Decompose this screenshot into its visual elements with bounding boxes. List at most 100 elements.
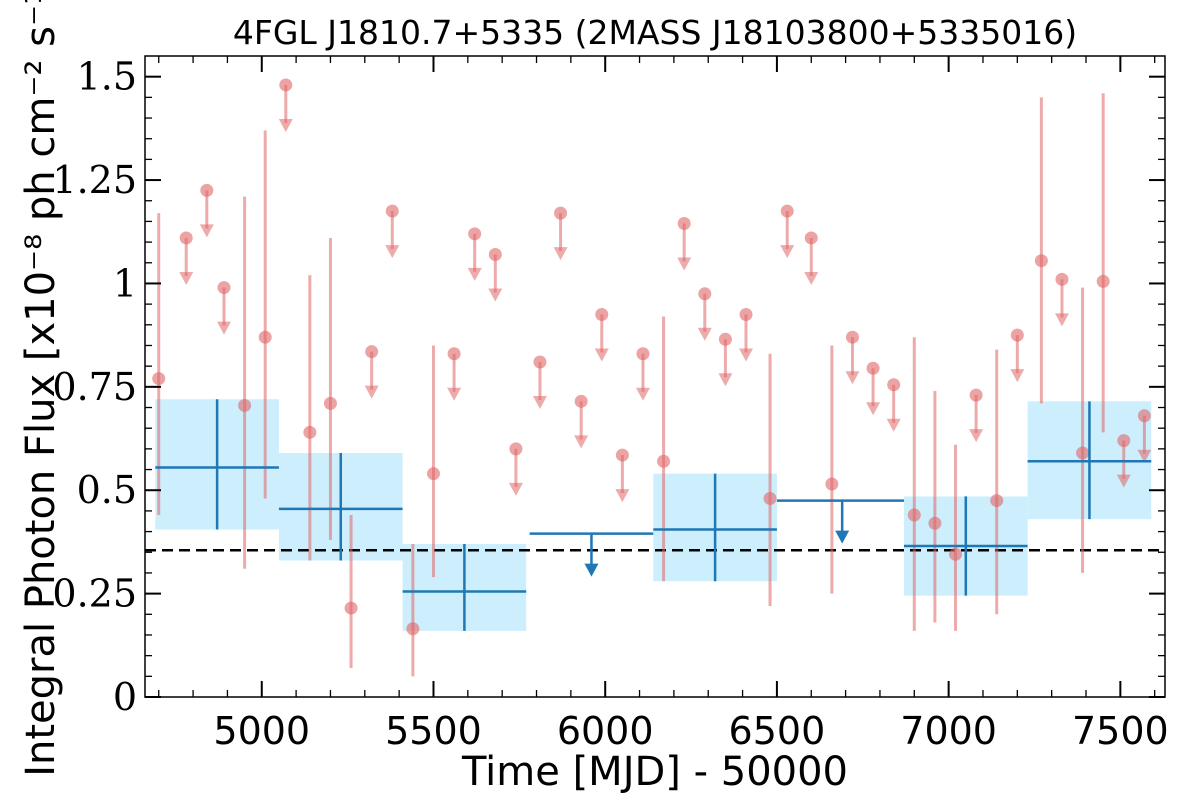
fine-upper-limit-point bbox=[887, 378, 901, 392]
fine-upper-limit-point bbox=[866, 361, 880, 375]
fine-upper-limit-arrow bbox=[635, 387, 650, 401]
fine-upper-limit-arrow bbox=[1054, 313, 1069, 327]
fine-upper-limit-arrow bbox=[179, 271, 194, 285]
fine-upper-limit-point bbox=[365, 345, 379, 359]
y-tick-label: 1.25 bbox=[52, 158, 137, 202]
fine-upper-limit-arrow bbox=[804, 271, 819, 285]
fine-data-point bbox=[1096, 274, 1110, 288]
y-tick-label: 1 bbox=[113, 261, 137, 305]
fine-upper-limit-point bbox=[217, 281, 231, 295]
x-tick-label: 7000 bbox=[900, 709, 997, 753]
fine-data-point bbox=[825, 477, 839, 491]
fine-upper-limit-arrow bbox=[594, 348, 609, 362]
fine-upper-limit-point bbox=[739, 307, 753, 321]
fine-data-point bbox=[406, 622, 420, 636]
fine-upper-limit-arrow bbox=[739, 348, 754, 362]
coarse-upper-limit-arrow bbox=[835, 530, 850, 544]
fine-upper-limit-arrow bbox=[447, 387, 462, 401]
fine-upper-limit-arrow bbox=[488, 288, 503, 302]
fine-upper-limit-arrow bbox=[216, 321, 231, 335]
y-tick-label: 1.5 bbox=[77, 55, 137, 99]
fine-data-point bbox=[907, 508, 921, 522]
fine-upper-limit-arrow bbox=[615, 489, 630, 503]
fine-data-point bbox=[258, 330, 272, 344]
fine-upper-limit-point bbox=[595, 307, 609, 321]
x-tick-label: 6000 bbox=[557, 709, 654, 753]
fine-data-point bbox=[990, 494, 1004, 508]
fine-upper-limit-point bbox=[718, 332, 732, 346]
fine-upper-limit-arrow bbox=[278, 118, 293, 132]
fine-upper-limit-point bbox=[468, 227, 482, 241]
fine-data-point bbox=[344, 601, 358, 615]
fine-upper-limit-point bbox=[554, 206, 568, 220]
fine-upper-limit-point bbox=[845, 330, 859, 344]
fine-data-point bbox=[657, 454, 671, 468]
fine-upper-limit-point bbox=[1010, 328, 1024, 342]
fine-data-point bbox=[152, 372, 166, 386]
fine-upper-limit-arrow bbox=[697, 327, 712, 341]
fine-upper-limit-point bbox=[385, 204, 399, 218]
fine-upper-limit-point bbox=[447, 347, 461, 361]
fine-upper-limit-point bbox=[1137, 409, 1151, 423]
y-tick-label: 0 bbox=[113, 675, 137, 719]
x-tick-label: 7500 bbox=[1072, 709, 1169, 753]
fine-upper-limit-point bbox=[533, 355, 547, 369]
fine-upper-limit-arrow bbox=[677, 257, 692, 271]
fine-upper-limit-arrow bbox=[508, 482, 523, 496]
fine-upper-limit-point bbox=[1055, 272, 1069, 286]
y-axis-label: Integral Photon Flux [x10⁻⁸ ph cm⁻² s⁻¹] bbox=[18, 0, 64, 777]
x-axis-label: Time [MJD] - 50000 bbox=[461, 749, 848, 795]
fine-upper-limit-arrow bbox=[553, 247, 568, 261]
x-tick-label: 5500 bbox=[385, 709, 482, 753]
fine-upper-limit-arrow bbox=[886, 418, 901, 432]
fine-data-point bbox=[928, 516, 942, 530]
fine-upper-limit-point bbox=[677, 216, 691, 230]
fine-upper-limit-point bbox=[615, 448, 629, 462]
y-tick-label: 0.5 bbox=[77, 468, 137, 512]
fine-upper-limit-point bbox=[1117, 434, 1131, 448]
chart-title: 4FGL J1810.7+5335 (2MASS J18103800+53350… bbox=[233, 13, 1077, 52]
fine-upper-limit-arrow bbox=[1116, 474, 1131, 488]
fine-upper-limit-point bbox=[574, 394, 588, 408]
fine-data-point bbox=[1076, 446, 1090, 460]
fine-upper-limit-point bbox=[780, 204, 794, 218]
fine-data-point bbox=[949, 547, 963, 561]
fine-upper-limit-arrow bbox=[969, 429, 984, 443]
fine-data-point bbox=[238, 398, 252, 412]
fine-upper-limit-arrow bbox=[845, 371, 860, 385]
fine-upper-limit-arrow bbox=[199, 224, 214, 238]
fine-data-point bbox=[303, 425, 317, 439]
fine-upper-limit-point bbox=[804, 231, 818, 245]
fine-upper-limit-point bbox=[636, 347, 650, 361]
fine-upper-limit-arrow bbox=[532, 396, 547, 410]
fine-upper-limit-arrow bbox=[385, 245, 400, 259]
plot-area: 0 0.25 0.5 0.75 1 1.25 1.5 5000 5500 6000 6500 7000… bbox=[52, 55, 1168, 753]
fine-data-point bbox=[1034, 254, 1048, 268]
x-tick-label: 6500 bbox=[729, 709, 826, 753]
fine-upper-limit-arrow bbox=[1137, 449, 1152, 463]
fine-upper-limit-arrow bbox=[364, 385, 379, 399]
fine-upper-limit-arrow bbox=[467, 267, 482, 281]
fine-data-point bbox=[323, 396, 337, 410]
y-tick-label: 0.25 bbox=[52, 572, 137, 616]
y-tick-label: 0.75 bbox=[52, 365, 137, 409]
fine-upper-limit-point bbox=[488, 248, 502, 262]
fine-upper-limit-point bbox=[509, 442, 523, 456]
fine-upper-limit-arrow bbox=[574, 435, 589, 449]
x-tick-label: 5000 bbox=[213, 709, 310, 753]
fine-data-point bbox=[426, 467, 440, 481]
fine-upper-limit-point bbox=[969, 388, 983, 402]
fine-upper-limit-arrow bbox=[718, 373, 733, 387]
fine-upper-limit-point bbox=[179, 231, 193, 245]
fine-upper-limit-point bbox=[279, 78, 293, 92]
fine-upper-limit-arrow bbox=[866, 402, 881, 416]
coarse-upper-limit-arrow bbox=[584, 563, 599, 577]
fine-upper-limit-arrow bbox=[780, 245, 795, 259]
plot-frame bbox=[144, 55, 1166, 698]
fine-upper-limit-point bbox=[200, 183, 214, 197]
fine-data-point bbox=[763, 491, 777, 505]
fine-upper-limit-point bbox=[698, 287, 712, 301]
fine-upper-limit-arrow bbox=[1010, 369, 1025, 383]
